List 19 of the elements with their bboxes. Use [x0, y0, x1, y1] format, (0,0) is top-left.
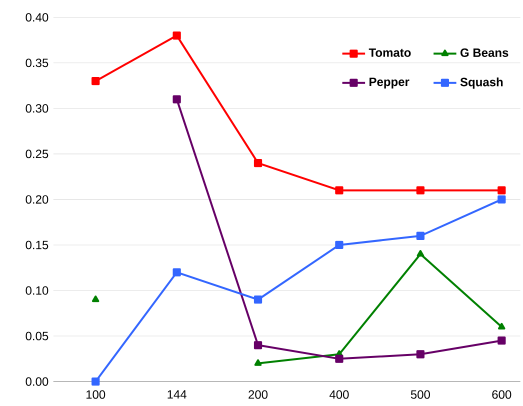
x-tick-label: 100 [86, 390, 106, 399]
y-tick-label: 0.35 [26, 58, 48, 68]
x-tick-label: 600 [492, 390, 512, 399]
legend-label: Pepper [370, 78, 410, 89]
y-tick-label: 0.10 [26, 286, 48, 295]
y-tick-label: 0.05 [26, 332, 48, 340]
legend-label: Squash [460, 78, 503, 89]
legend-label: G Beans [460, 48, 508, 58]
x-tick-label: 144 [168, 390, 186, 399]
y-tick-label: 0.00 [26, 378, 48, 386]
y-tick-label: 0.30 [26, 104, 48, 113]
x-tick-label: 200 [248, 390, 268, 399]
x-tick-label: 400 [329, 390, 349, 399]
x-tick-label: 500 [410, 390, 430, 399]
legend-label: Tomato [368, 48, 411, 58]
y-tick-label: 0.20 [26, 195, 48, 204]
y-tick-label: 0.15 [26, 240, 48, 250]
y-tick-label: 0.25 [26, 150, 48, 158]
y-tick-label: 0.40 [26, 13, 48, 22]
